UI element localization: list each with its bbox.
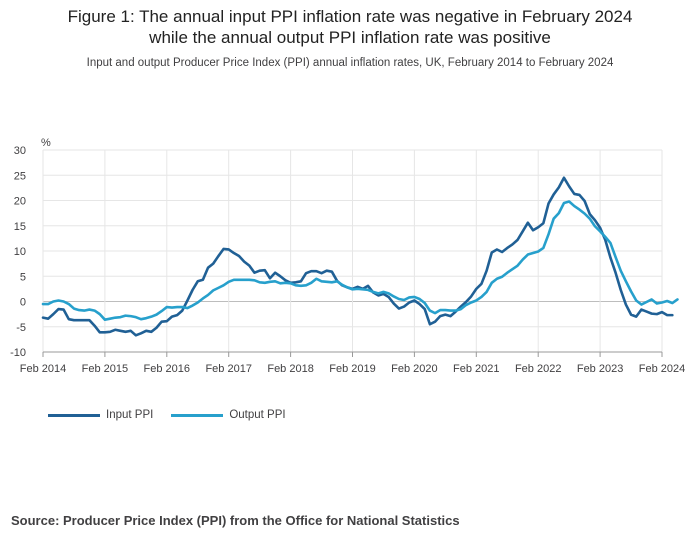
y-tick-label: 25 bbox=[14, 170, 26, 182]
y-tick-label: 5 bbox=[20, 271, 26, 283]
legend-label-output: Output PPI bbox=[229, 409, 286, 421]
x-tick-label: Feb 2017 bbox=[205, 363, 251, 375]
legend-swatch-input bbox=[48, 413, 100, 417]
y-tick-label: 10 bbox=[14, 246, 26, 258]
legend-label-input: Input PPI bbox=[106, 409, 154, 421]
y-tick-label: 15 bbox=[14, 221, 26, 233]
series-line-output-ppi[interactable] bbox=[41, 200, 679, 321]
source-note: Source: Producer Price Index (PPI) from … bbox=[11, 513, 460, 528]
x-tick-label: Feb 2015 bbox=[82, 363, 128, 375]
x-tick-label: Feb 2014 bbox=[20, 363, 66, 375]
y-tick-label: 30 bbox=[14, 145, 26, 157]
x-tick-label: Feb 2019 bbox=[329, 363, 375, 375]
y-tick-label: -5 bbox=[16, 322, 26, 334]
chart-subtitle: Input and output Producer Price Index (P… bbox=[86, 57, 614, 69]
chart-title-line-1: Figure 1: The annual input PPI inflation… bbox=[67, 7, 633, 26]
series-line-input-ppi[interactable] bbox=[41, 176, 674, 337]
x-tick-label: Feb 2016 bbox=[144, 363, 190, 375]
y-axis-label: % bbox=[41, 137, 51, 149]
x-tick-label: Feb 2023 bbox=[577, 363, 623, 375]
legend: Input PPI Output PPI bbox=[48, 409, 304, 421]
chart-title-line-2: while the annual output PPI inflation ra… bbox=[149, 28, 551, 47]
legend-item-output[interactable]: Output PPI bbox=[171, 409, 286, 421]
y-tick-label: 0 bbox=[20, 297, 26, 309]
y-tick-label: -10 bbox=[10, 347, 26, 359]
x-tick-label: Feb 2018 bbox=[267, 363, 313, 375]
x-tick-label: Feb 2022 bbox=[515, 363, 561, 375]
legend-item-input[interactable]: Input PPI bbox=[48, 409, 153, 421]
chart-title: Figure 1: The annual input PPI inflation… bbox=[0, 6, 700, 48]
series-layer bbox=[41, 176, 679, 337]
x-tick-label: Feb 2020 bbox=[391, 363, 437, 375]
x-tick-label: Feb 2024 bbox=[639, 363, 685, 375]
y-tick-label: 20 bbox=[14, 196, 26, 208]
grid-layer bbox=[42, 149, 663, 353]
axis-layer: -10 -5 0 5 10 15 20 25 30 Feb 2014 Feb 2015 Feb 201… bbox=[10, 145, 685, 375]
legend-swatch-output bbox=[171, 413, 224, 417]
x-tick-label: Feb 2021 bbox=[453, 363, 499, 375]
